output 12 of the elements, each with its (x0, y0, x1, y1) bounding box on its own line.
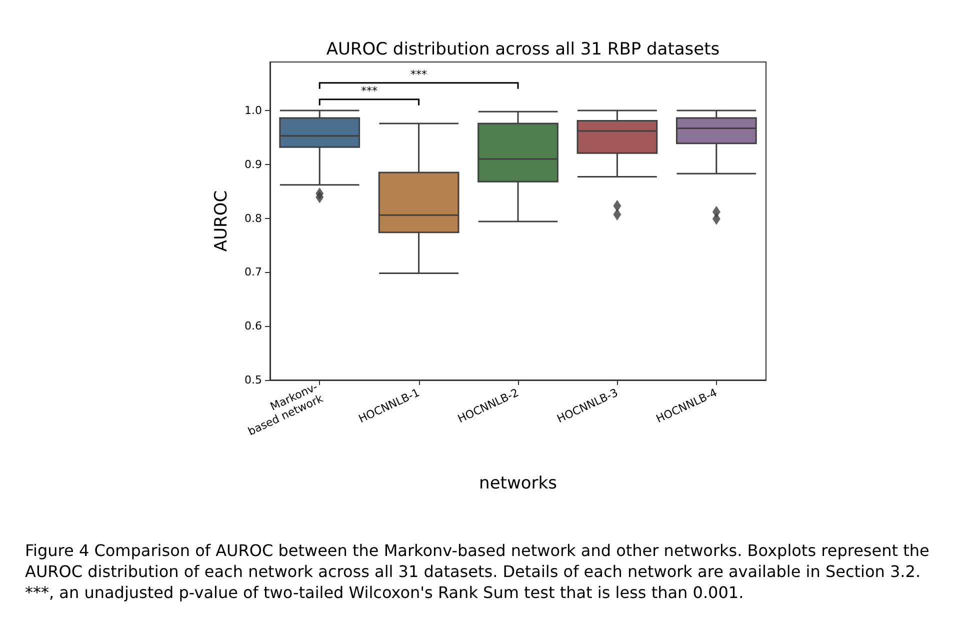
y-tick-label: 0.5 (244, 374, 262, 386)
y-tick-label: 0.6 (244, 320, 262, 333)
caption: Figure 4 Comparison of AUROC between the Markonv-based network and other networks. Boxplots represent the AUROC distribution of each network across all 31 datasets. Details of each network are available in Section 3.2. ***, an unadjusted p-value of two-tailed Wilcoxon's Rank Sum test that is less than 0.001. (25, 541, 934, 602)
y-tick-label: 0.8 (244, 212, 262, 225)
y-tick-label: 0.7 (244, 266, 262, 279)
y-tick-label: 0.9 (244, 158, 262, 171)
chart-title: AUROC distribution across all 31 RBP datasets (326, 40, 720, 60)
y-axis-title: AUROC (212, 190, 232, 252)
annotation: *** (360, 84, 378, 98)
y-tick-label: 1.0 (244, 104, 262, 118)
x-axis-title: networks (479, 474, 558, 494)
annotation: *** (410, 68, 428, 81)
